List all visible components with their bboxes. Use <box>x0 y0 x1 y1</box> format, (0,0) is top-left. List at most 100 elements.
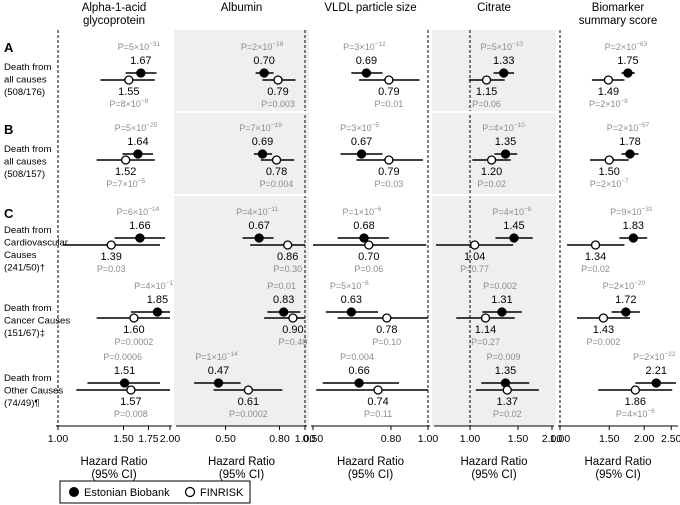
hr-label-fin-1-1: 0.78 <box>266 166 287 178</box>
p-value-est-0-2: P=6×10−14 <box>117 206 160 217</box>
point-fin-0-0 <box>124 75 134 85</box>
p-value-fin-4-4: P=4×10−6 <box>616 408 655 419</box>
point-fin-2-4 <box>373 385 383 395</box>
hr-label-est-0-0: 1.67 <box>130 55 151 67</box>
point-est-3-2 <box>509 233 519 243</box>
p-value-fin-2-0: P=0.01 <box>375 99 404 109</box>
p-value-fin-2-2: P=0.06 <box>354 264 383 274</box>
point-fin-0-3 <box>129 313 139 323</box>
p-value-est-4-4: P=2×10−22 <box>633 351 676 362</box>
p-value-est-1-0: P=2×10−18 <box>241 41 284 52</box>
p-value-est-0-3: P=4×10−17 <box>134 280 177 291</box>
point-est-3-0 <box>499 68 509 78</box>
row-label-b: Death from all causes (508/157) <box>4 144 51 180</box>
point-est-2-2 <box>359 233 369 243</box>
hr-label-fin-3-0: 1.15 <box>476 86 497 98</box>
hr-label-fin-1-3: 0.90 <box>282 324 303 336</box>
point-est-1-2 <box>254 233 264 243</box>
hr-label-est-2-0: 0.69 <box>356 55 377 67</box>
hr-label-fin-3-1: 1.20 <box>481 166 502 178</box>
point-fin-0-4 <box>126 385 136 395</box>
p-value-est-1-1: P=7×10−19 <box>239 122 282 133</box>
hr-label-est-1-3: 0.83 <box>273 294 294 306</box>
point-est-4-0 <box>623 68 633 78</box>
point-fin-3-4 <box>502 385 512 395</box>
x-axis-label-4: Hazard Ratio (95% CI) <box>584 456 651 481</box>
p-value-est-4-0: P=2×10−63 <box>605 41 648 52</box>
point-fin-4-3 <box>598 313 609 323</box>
row-label-a: Death from all causes (508/176) <box>4 62 51 98</box>
point-est-1-3 <box>279 307 289 317</box>
p-value-fin-3-2: P=0.77 <box>460 264 489 274</box>
hr-label-est-3-1: 1.35 <box>495 136 516 148</box>
legend-marker-estonian <box>69 487 79 497</box>
p-value-est-0-1: P=5×10−25 <box>115 122 158 133</box>
point-est-1-1 <box>257 149 268 159</box>
hr-label-est-4-1: 1.78 <box>619 136 640 148</box>
p-value-fin-4-0: P=2×10−8 <box>589 98 628 109</box>
x-tick-label-0-2: 1.75 <box>138 433 159 445</box>
hr-label-fin-4-0: 1.49 <box>598 86 619 98</box>
hr-label-est-1-0: 0.70 <box>253 55 274 67</box>
point-fin-0-1 <box>121 155 131 165</box>
column-title-4: Biomarker summary score <box>579 2 658 27</box>
p-value-fin-1-4: P=0.0002 <box>229 409 268 419</box>
point-fin-1-4 <box>243 385 254 395</box>
hr-label-fin-2-2: 0.70 <box>358 251 379 263</box>
hr-label-fin-4-4: 1.86 <box>625 396 646 408</box>
p-value-est-2-1: P=3×10−5 <box>340 122 379 133</box>
panel-letter-b: B <box>4 122 13 137</box>
hr-label-fin-2-0: 0.79 <box>378 86 399 98</box>
point-fin-3-3 <box>480 313 491 323</box>
hr-label-est-1-4: 0.47 <box>208 365 229 377</box>
x-tick-label-4-2: 2.00 <box>634 433 655 445</box>
p-value-fin-3-3: P=0.27 <box>471 337 500 347</box>
legend-marker-finrisk <box>184 486 196 498</box>
x-tick-label-4-3: 2.50 <box>661 433 680 445</box>
x-tick-label-2-1: 0.80 <box>381 433 402 445</box>
p-value-fin-1-0: P=0.003 <box>261 99 295 109</box>
hr-label-fin-4-1: 1.50 <box>599 166 620 178</box>
x-tick-label-3-2: 2.00 <box>542 433 563 445</box>
x-tick-label-2-2: 1.00 <box>418 433 439 445</box>
p-value-est-1-2: P=4×10−11 <box>236 206 278 217</box>
point-est-3-1 <box>500 149 511 159</box>
p-value-est-1-4: P=1×10−14 <box>195 351 238 362</box>
row-label-c3: Death from Other Causes (74/49)¶ <box>4 373 63 409</box>
x-tick-label-1-0: 0.50 <box>215 433 236 445</box>
hr-label-fin-0-1: 1.52 <box>115 166 136 178</box>
p-value-fin-4-3: P=0.002 <box>587 337 621 347</box>
p-value-fin-0-0: P=8×10−8 <box>109 98 148 109</box>
hr-label-est-2-2: 0.68 <box>353 220 374 232</box>
point-est-4-1 <box>625 149 635 159</box>
hr-label-fin-0-4: 1.57 <box>120 396 141 408</box>
point-est-1-0 <box>259 68 269 78</box>
hr-label-est-1-1: 0.69 <box>252 136 273 148</box>
p-value-est-1-3: P=0.01 <box>267 281 296 291</box>
hr-label-fin-2-3: 0.78 <box>376 324 397 336</box>
p-value-est-3-1: P=4×10−10 <box>482 122 525 133</box>
point-est-2-1 <box>356 149 367 159</box>
point-est-0-3 <box>152 307 163 317</box>
x-tick-label-3-1: 1.50 <box>508 433 529 445</box>
hr-label-est-2-1: 0.67 <box>351 136 372 148</box>
hr-label-est-3-3: 1.31 <box>491 294 512 306</box>
point-fin-3-0 <box>481 75 492 85</box>
panel-letter-c: C <box>4 206 14 221</box>
hr-label-est-0-2: 1.66 <box>129 220 150 232</box>
p-value-est-4-2: P=9×10−31 <box>610 206 653 217</box>
point-est-0-1 <box>133 149 143 159</box>
panel-background-3 <box>432 30 556 426</box>
x-tick-label-4-1: 1.50 <box>599 433 620 445</box>
p-value-fin-1-1: P=0.004 <box>260 179 294 189</box>
p-value-fin-3-4: P=0.02 <box>493 409 522 419</box>
p-value-fin-0-2: P=0.03 <box>97 264 126 274</box>
p-value-fin-3-1: P=0.02 <box>477 179 506 189</box>
p-value-est-2-2: P=1×10−6 <box>343 206 382 217</box>
hr-label-fin-1-4: 0.61 <box>238 396 259 408</box>
point-est-3-3 <box>497 307 507 317</box>
p-value-est-4-3: P=2×10−20 <box>603 280 646 291</box>
x-axis-label-1: Hazard Ratio (95% CI) <box>208 456 275 481</box>
hr-label-est-3-0: 1.33 <box>493 55 514 67</box>
